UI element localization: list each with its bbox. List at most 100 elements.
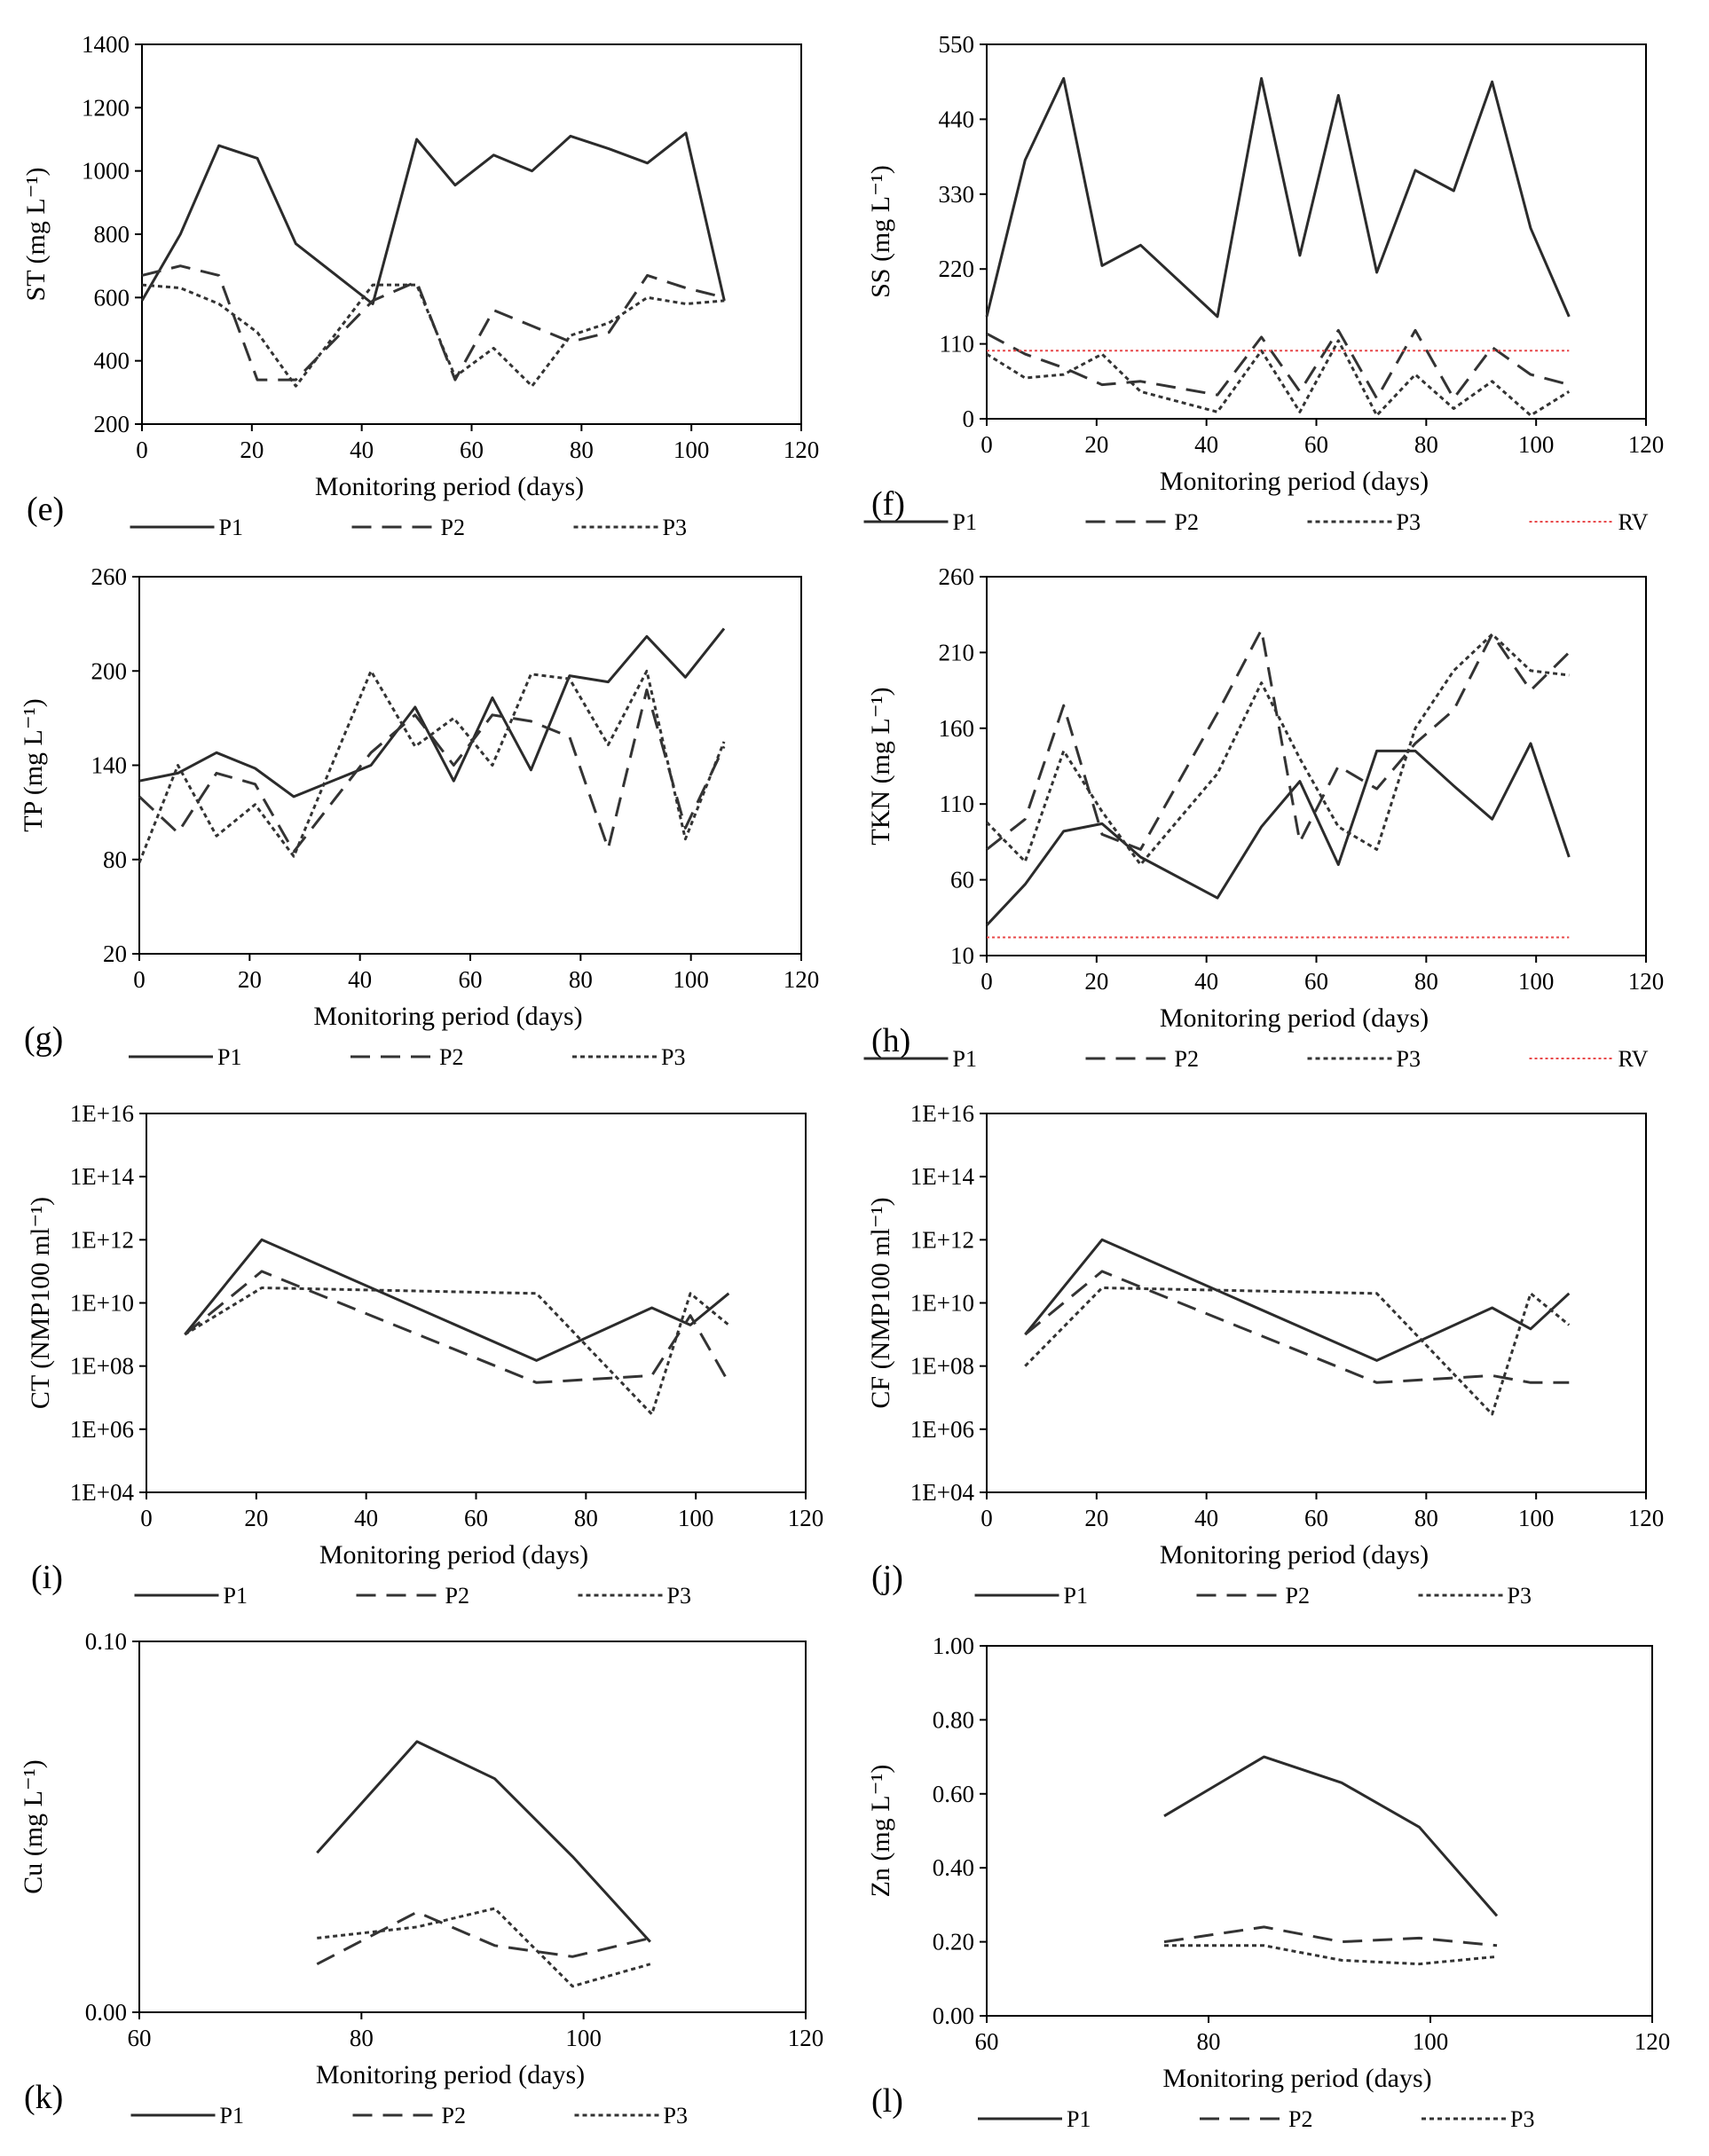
panel-label: (i) xyxy=(31,1559,63,1596)
series-line-p2 xyxy=(184,1270,730,1384)
x-tick-label: 60 xyxy=(460,437,484,463)
legend-label-p2: P2 xyxy=(1288,2106,1312,2132)
x-tick-label: 100 xyxy=(565,2025,602,2051)
x-axis-title: Monitoring period (days) xyxy=(1160,1540,1429,1570)
y-tick-label: 1E+06 xyxy=(910,1416,974,1443)
panel-k: 60 80 100 120 0.00 0.10 Monitoring period (day… xyxy=(19,1628,823,2128)
y-tick-label: 0.60 xyxy=(933,1781,974,1807)
x-tick-label: 120 xyxy=(784,966,820,993)
legend-label-p3: P3 xyxy=(661,1044,685,1070)
x-tick-label: 100 xyxy=(673,437,710,463)
panel-label: (k) xyxy=(24,2079,63,2116)
series-line-p1 xyxy=(316,1740,651,1943)
x-axis-title: Monitoring period (days) xyxy=(1160,1003,1429,1033)
series-line-p3 xyxy=(138,669,726,863)
x-tick-label: 0 xyxy=(981,968,993,995)
x-tick-label: 20 xyxy=(1084,968,1108,995)
x-tick-label: 80 xyxy=(570,437,594,463)
x-axis-title: Monitoring period (days) xyxy=(316,2060,585,2089)
x-tick-label: 0 xyxy=(981,1505,993,1531)
y-tick-label: 600 xyxy=(94,284,130,311)
y-tick-label: 800 xyxy=(94,221,130,248)
panel-label: (j) xyxy=(871,1559,903,1596)
x-axis-title: Monitoring period (days) xyxy=(1162,2064,1431,2093)
x-tick-label: 100 xyxy=(1518,431,1555,458)
y-tick-label: 0 xyxy=(963,405,975,432)
y-tick-label: 1.00 xyxy=(933,1633,974,1659)
series-line-p2 xyxy=(141,264,725,382)
y-tick-label: 200 xyxy=(94,411,130,437)
y-tick-label: 0.40 xyxy=(933,1854,974,1881)
series-line-p3 xyxy=(141,283,725,388)
x-tick-label: 80 xyxy=(1414,431,1438,458)
x-tick-label: 40 xyxy=(1194,431,1218,458)
y-tick-label: 1E+16 xyxy=(70,1100,134,1127)
y-axis-title: SS (mg L⁻¹) xyxy=(866,165,895,298)
series-line-p3 xyxy=(184,1287,730,1416)
plot-frame xyxy=(141,43,802,425)
series-line-p1 xyxy=(140,131,726,305)
y-axis-title: ST (mg L⁻¹) xyxy=(21,168,51,302)
legend-label-p3: P3 xyxy=(1397,509,1421,535)
x-tick-label: 20 xyxy=(1084,1505,1108,1531)
x-tick-label: 40 xyxy=(354,1505,378,1531)
x-axis-title: Monitoring period (days) xyxy=(319,1540,588,1570)
x-tick-label: 60 xyxy=(128,2025,152,2051)
y-tick-label: 1E+06 xyxy=(70,1416,134,1443)
x-tick-label: 60 xyxy=(1304,1505,1328,1531)
series-line-p3 xyxy=(986,339,1571,417)
plot-frame xyxy=(986,1645,1653,2017)
y-tick-label: 1E+10 xyxy=(70,1290,134,1317)
legend-label-rv: RV xyxy=(1618,1046,1649,1072)
y-tick-label: 1E+08 xyxy=(910,1353,974,1380)
y-tick-label: 440 xyxy=(939,106,975,132)
panel-l: 60 80 100 120 0.00 0.20 0.40 0.60 0.80 1.00 Monito… xyxy=(866,1633,1670,2132)
x-tick-label: 120 xyxy=(784,437,820,463)
plot-frame xyxy=(138,1641,807,2013)
legend-label-p3: P3 xyxy=(663,515,687,540)
x-tick-label: 80 xyxy=(1197,2028,1221,2055)
series-line-p1 xyxy=(1163,1755,1499,1917)
x-tick-label: 40 xyxy=(1194,1505,1218,1531)
legend-label-p1: P1 xyxy=(220,2103,244,2128)
series-line-p2 xyxy=(1163,1925,1498,1947)
y-tick-label: 140 xyxy=(91,752,128,779)
panel-j: 0 20 40 60 80 100 120 1E+04 1E+06 1E+08 1E+10 1E+12… xyxy=(866,1100,1664,1609)
y-tick-label: 550 xyxy=(939,31,975,58)
y-tick-label: 110 xyxy=(940,331,975,358)
panel-label: (e) xyxy=(27,491,64,528)
y-tick-label: 60 xyxy=(950,867,974,893)
panel-f: 0 20 40 60 80 100 120 0 110 220 330 440 550 Monitorin… xyxy=(863,31,1664,535)
x-tick-label: 100 xyxy=(673,966,709,993)
x-tick-label: 0 xyxy=(136,437,148,463)
panel-label: (l) xyxy=(871,2082,903,2120)
x-tick-label: 80 xyxy=(1414,968,1438,995)
y-tick-label: 1200 xyxy=(82,94,130,121)
x-tick-label: 120 xyxy=(1628,968,1665,995)
series-line-p1 xyxy=(184,1238,730,1362)
legend-label-p3: P3 xyxy=(1510,2106,1534,2132)
x-tick-label: 0 xyxy=(133,966,146,993)
y-tick-label: 1E+14 xyxy=(910,1163,975,1190)
series-line-p3 xyxy=(985,633,1570,866)
plot-frame xyxy=(146,1113,807,1493)
x-tick-label: 120 xyxy=(1628,1505,1665,1531)
x-tick-label: 20 xyxy=(238,966,262,993)
y-tick-label: 10 xyxy=(950,942,974,969)
series-line-p3 xyxy=(317,1907,651,1988)
y-tick-label: 260 xyxy=(91,563,128,590)
series-line-p2 xyxy=(316,1910,651,1966)
x-tick-label: 120 xyxy=(788,2025,824,2051)
y-tick-label: 0.80 xyxy=(933,1706,974,1733)
x-tick-label: 60 xyxy=(1304,431,1328,458)
legend-label-p2: P2 xyxy=(445,1583,469,1609)
y-tick-label: 0.00 xyxy=(85,1999,127,2026)
x-tick-label: 60 xyxy=(459,966,483,993)
legend-label-p2: P2 xyxy=(441,515,465,540)
x-tick-label: 100 xyxy=(1518,1505,1555,1531)
y-tick-label: 1E+16 xyxy=(910,1100,974,1127)
y-tick-label: 1E+04 xyxy=(70,1479,135,1506)
legend-label-p1: P1 xyxy=(219,515,243,540)
x-tick-label: 0 xyxy=(140,1505,153,1531)
x-tick-label: 40 xyxy=(348,966,372,993)
